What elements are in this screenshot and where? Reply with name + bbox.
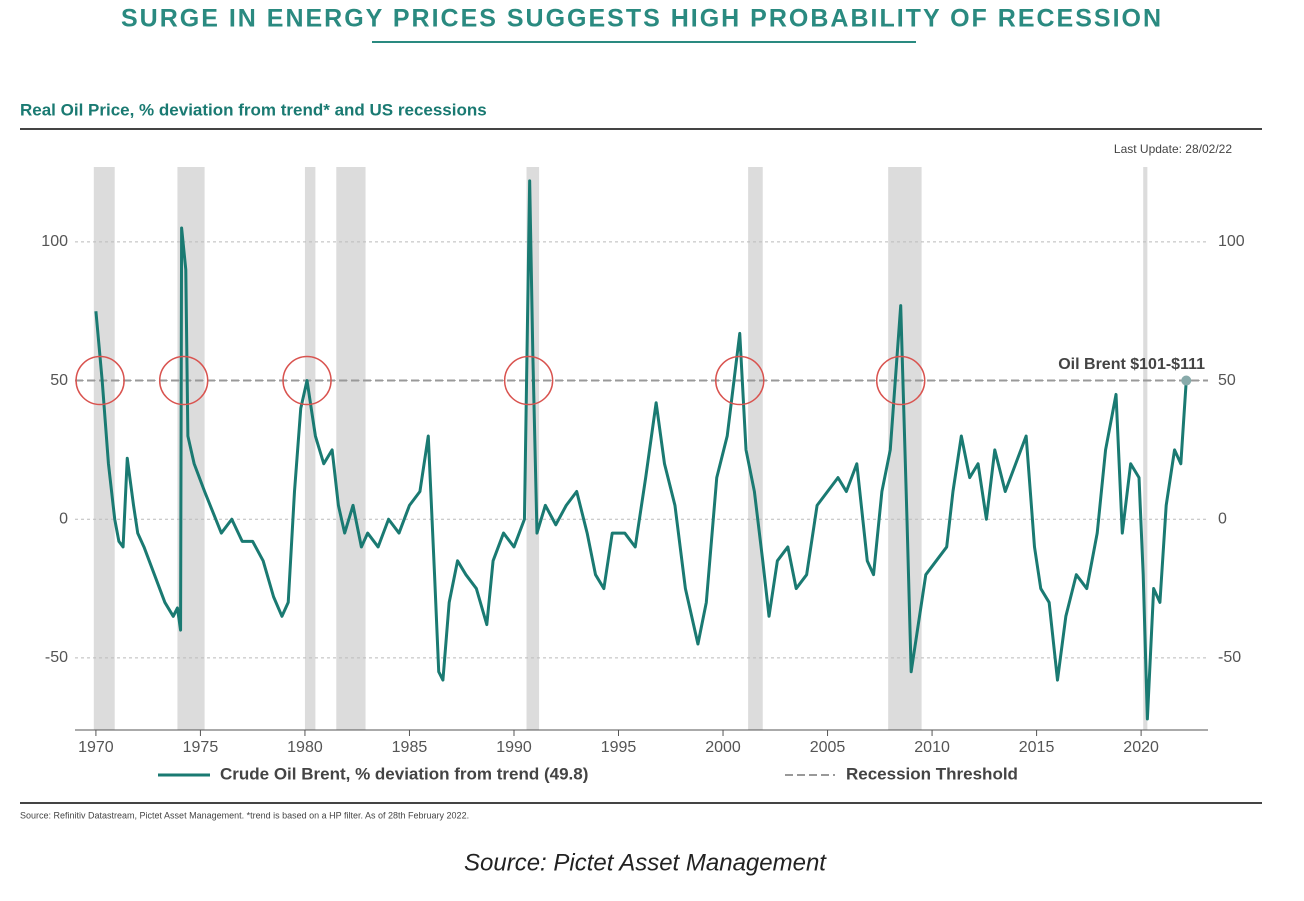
footnote: Source: Refinitiv Datastream, Pictet Ass… xyxy=(20,810,469,820)
legend-label: Crude Oil Brent, % deviation from trend … xyxy=(220,764,588,783)
caption: Source: Pictet Asset Management xyxy=(464,849,827,876)
x-tick-label: 1970 xyxy=(78,739,114,756)
highlight-circle xyxy=(503,355,554,406)
highlight-circle xyxy=(158,355,209,406)
plot-area: -50 -50 0 0 50 50 100 100 1970 1975 1980 1985 1990 19… xyxy=(41,167,1245,783)
x-tick-label: 2000 xyxy=(705,739,741,756)
x-tick-label: 1980 xyxy=(287,739,323,756)
x-tick-label: 1990 xyxy=(496,739,532,756)
highlight-circle xyxy=(875,355,926,406)
recession-band xyxy=(748,167,763,730)
highlight-circle xyxy=(714,355,765,406)
y2-tick-label: 0 xyxy=(1218,510,1227,527)
x-tick-label: 2010 xyxy=(914,739,950,756)
x-tick-label: 2005 xyxy=(810,739,846,756)
x-tick-label: 1975 xyxy=(183,739,219,756)
series-line xyxy=(94,179,1188,721)
recession-band xyxy=(1143,167,1148,730)
highlight-circle xyxy=(282,355,332,406)
recession-band xyxy=(93,167,115,730)
y2-tick-label: -50 xyxy=(1218,649,1241,666)
x-tick-label: 2015 xyxy=(1019,739,1055,756)
recession-band xyxy=(526,167,540,730)
highlight-circle xyxy=(75,355,125,406)
y-tick-label: 0 xyxy=(59,510,68,527)
recession-band xyxy=(336,167,366,730)
subtitle: Real Oil Price, % deviation from trend* … xyxy=(20,100,487,119)
last-point xyxy=(1181,375,1192,386)
chart-title: SURGE IN ENERGY PRICES SUGGESTS HIGH PRO… xyxy=(121,5,1163,33)
recession-band xyxy=(304,167,316,730)
y-tick-label: -50 xyxy=(45,649,68,666)
y-tick-label: 50 xyxy=(50,372,68,389)
annotation: Oil Brent $101-$111 xyxy=(1058,356,1205,373)
last-update: Last Update: 28/02/22 xyxy=(1114,142,1232,156)
y2-tick-label: 50 xyxy=(1218,372,1236,389)
x-tick-label: 1995 xyxy=(601,739,637,756)
legend-label: Recession Threshold xyxy=(846,764,1018,783)
y2-tick-label: 100 xyxy=(1218,233,1245,250)
y-tick-label: 100 xyxy=(41,233,68,250)
x-tick-label: 1985 xyxy=(392,739,428,756)
x-tick-label: 2020 xyxy=(1123,739,1159,756)
